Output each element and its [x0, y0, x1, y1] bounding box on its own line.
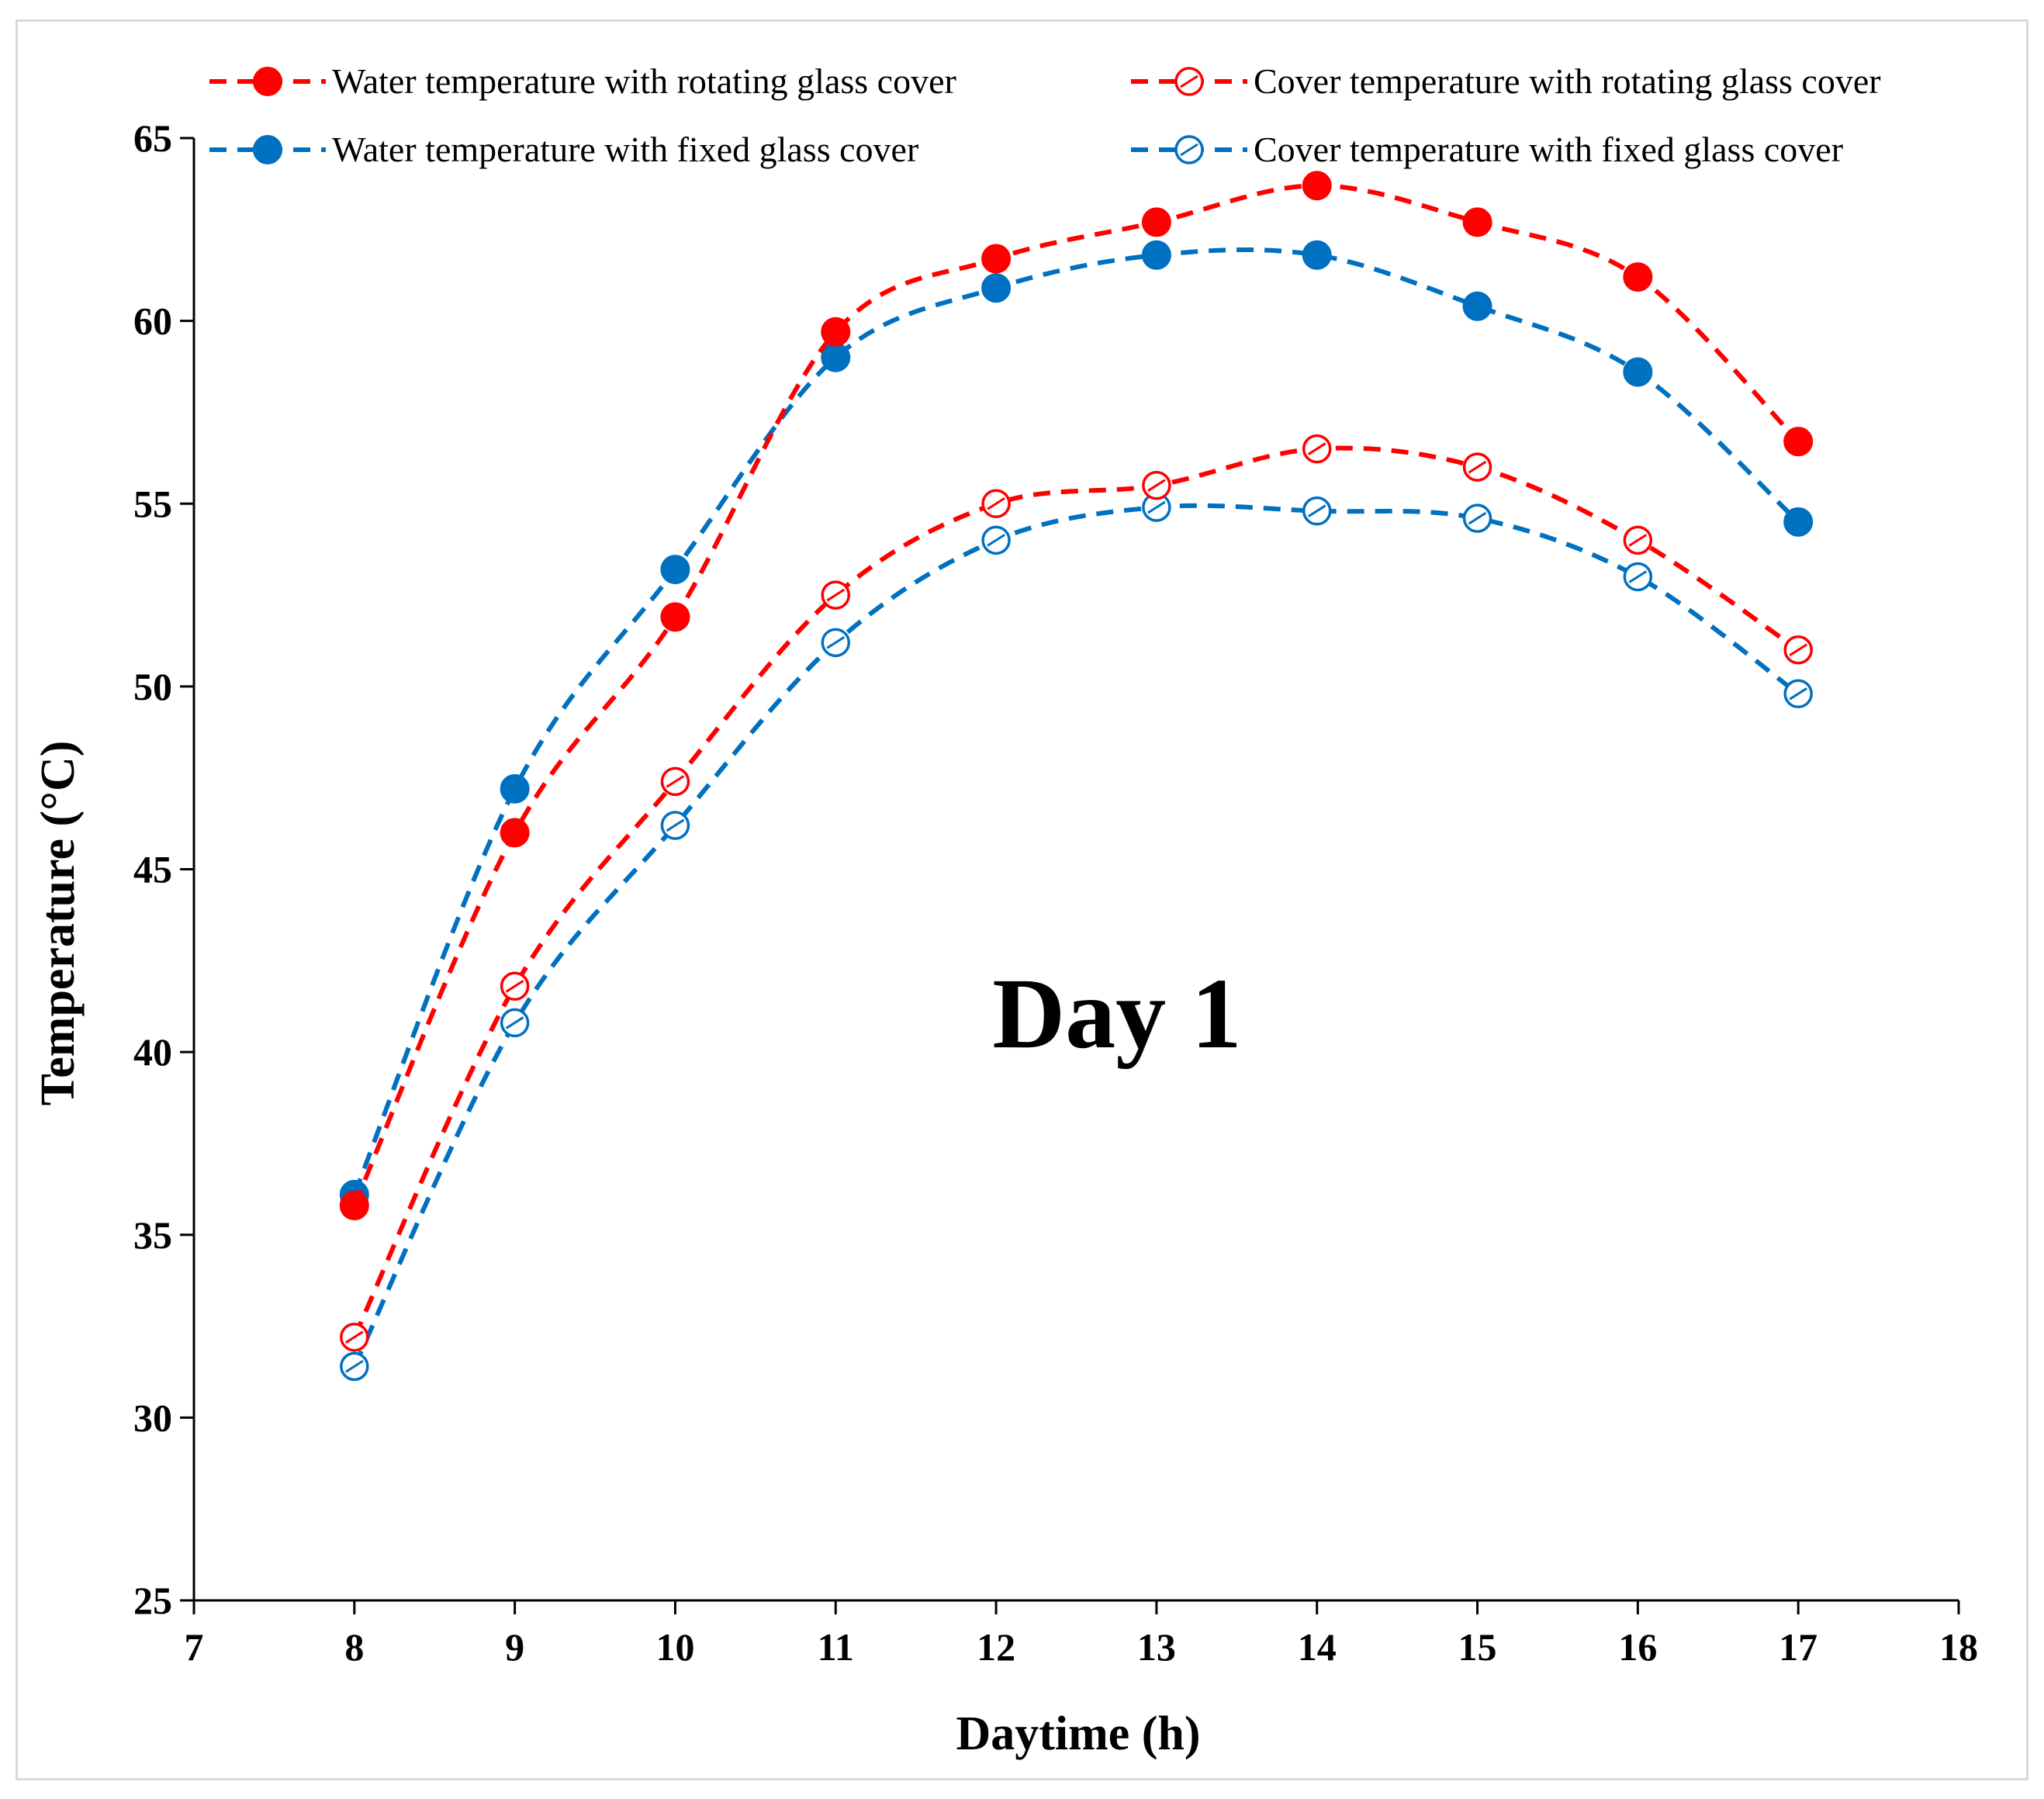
legend-label: Water temperature with rotating glass co…	[332, 61, 956, 101]
data-point	[981, 273, 1012, 303]
data-point	[1141, 207, 1171, 237]
data-point	[1302, 240, 1332, 270]
series-line	[352, 445, 1800, 1338]
data-point	[1783, 679, 1813, 709]
y-tick-label: 25	[133, 1579, 172, 1622]
series-water-temperature-with-rotating-glass-cover	[339, 171, 1814, 1221]
legend-label: Water temperature with fixed glass cover	[332, 130, 918, 169]
data-point	[660, 766, 690, 797]
data-point	[1783, 507, 1814, 537]
y-tick-label: 55	[133, 482, 172, 525]
x-tick-label: 13	[1137, 1625, 1176, 1669]
data-point	[1302, 496, 1332, 526]
data-point	[339, 1191, 369, 1221]
data-point	[500, 1008, 530, 1038]
data-point	[1623, 357, 1653, 387]
series-cover-temperature-with-rotating-glass-cover	[340, 434, 1813, 1352]
data-point	[1302, 434, 1332, 464]
x-tick-label: 16	[1618, 1625, 1657, 1669]
chart-frame	[16, 19, 2028, 1780]
data-point	[500, 818, 530, 848]
data-point	[981, 489, 1011, 518]
legend-marker	[253, 67, 282, 96]
series-line	[352, 503, 1800, 1368]
x-tick-label: 9	[505, 1625, 524, 1669]
x-tick-label: 18	[1939, 1625, 1978, 1669]
data-point	[1141, 240, 1171, 270]
data-point	[660, 811, 690, 840]
axes-layer	[192, 138, 1959, 1602]
data-point	[1623, 262, 1653, 292]
series-cover-temperature-with-fixed-glass-cover	[340, 493, 1813, 1382]
y-tick-label: 50	[133, 665, 172, 708]
data-point	[500, 773, 530, 804]
data-point	[1462, 207, 1492, 237]
x-tick-label: 14	[1298, 1625, 1337, 1669]
data-point	[1783, 427, 1814, 457]
y-tick-label: 45	[133, 848, 172, 891]
data-point	[1462, 452, 1492, 482]
y-tick-label: 65	[133, 116, 172, 160]
ticks-layer: 7 8 9 10 11 12 13 14 15 16 17 18 25 30 35 40 45 50 55 60 65	[133, 116, 1978, 1669]
legend-marker	[1174, 135, 1204, 164]
x-tick-label: 7	[185, 1625, 204, 1669]
y-tick-label: 30	[133, 1396, 172, 1439]
data-point	[1302, 171, 1332, 201]
data-point	[660, 602, 690, 632]
legend-label: Cover temperature with rotating glass co…	[1254, 61, 1881, 101]
data-point	[981, 244, 1012, 274]
day-annotation: Day 1	[992, 958, 1241, 1070]
data-point	[1623, 562, 1653, 592]
x-tick-label: 15	[1458, 1625, 1497, 1669]
series-layer	[339, 171, 1814, 1382]
x-tick-label: 8	[344, 1625, 364, 1669]
x-tick-label: 11	[818, 1625, 854, 1669]
y-tick-label: 40	[133, 1030, 172, 1074]
data-point	[500, 971, 530, 1002]
y-axis-title: Temperature (°C)	[32, 741, 85, 1106]
legend-item: Cover temperature with rotating glass co…	[1131, 61, 1881, 101]
data-point	[1462, 291, 1492, 321]
legend-item: Cover temperature with fixed glass cover	[1131, 130, 1843, 169]
data-point	[821, 317, 851, 347]
y-tick-label: 60	[133, 299, 172, 343]
legend-item: Water temperature with fixed glass cover	[209, 130, 918, 169]
x-tick-label: 17	[1779, 1625, 1817, 1669]
data-point	[821, 342, 851, 372]
legend-label: Cover temperature with fixed glass cover	[1254, 130, 1843, 169]
data-point	[1623, 525, 1653, 555]
x-axis-title: Daytime (h)	[956, 1707, 1200, 1760]
data-point	[340, 1351, 369, 1382]
legend-item: Water temperature with rotating glass co…	[209, 61, 956, 101]
data-point	[981, 525, 1011, 555]
x-tick-label: 12	[977, 1625, 1015, 1669]
data-point	[821, 580, 851, 610]
data-point	[660, 555, 690, 585]
data-point	[1142, 470, 1171, 500]
data-point	[340, 1322, 369, 1352]
x-tick-label: 10	[655, 1625, 694, 1669]
legend-marker	[1174, 67, 1204, 96]
y-tick-label: 35	[133, 1213, 172, 1257]
legend-marker	[253, 135, 282, 164]
data-point	[821, 628, 851, 658]
data-point	[1783, 635, 1813, 665]
series-water-temperature-with-fixed-glass-cover	[339, 240, 1814, 1209]
legend: Water temperature with rotating glass co…	[209, 61, 1881, 169]
data-point	[1462, 503, 1492, 533]
